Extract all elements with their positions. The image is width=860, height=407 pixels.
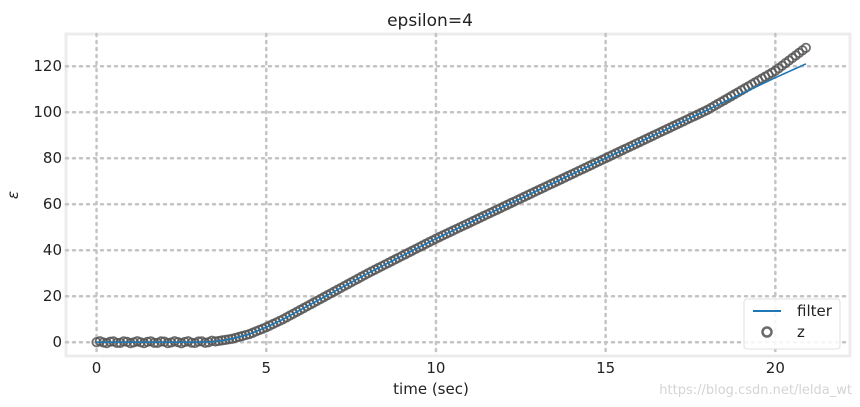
y-tick-label: 0: [52, 333, 62, 351]
filter-line: [96, 63, 807, 343]
z-point: [155, 336, 167, 347]
legend: filter z: [743, 298, 841, 350]
x-tick-label: 0: [92, 359, 102, 377]
plot-area: [64, 32, 852, 358]
legend-label-filter: filter: [797, 302, 833, 320]
y-axis-label: ε: [4, 191, 22, 199]
y-tick-label: 60: [43, 195, 62, 213]
y-tick-label: 20: [43, 287, 62, 305]
x-tick-label: 20: [766, 359, 785, 377]
x-tick-label: 10: [426, 359, 445, 377]
x-axis-label: time (sec): [393, 380, 469, 398]
legend-marker-z: [761, 326, 773, 338]
x-tick-label: 5: [261, 359, 271, 377]
y-tick-label: 80: [43, 149, 62, 167]
y-tick-label: 120: [33, 57, 62, 75]
series: [91, 42, 811, 349]
series-z: [91, 42, 811, 349]
x-tick-label: 15: [596, 359, 615, 377]
legend-label-z: z: [797, 323, 805, 341]
tick-labels: 0 5 10 15 20 0 20 40 60 80 100 120: [33, 57, 785, 377]
chart-title: epsilon=4: [387, 11, 473, 31]
watermark: https://blog.csdn.net/lelda_wt: [659, 383, 852, 398]
y-tick-label: 40: [43, 241, 62, 259]
y-tick-label: 100: [33, 103, 62, 121]
z-point: [800, 42, 811, 53]
